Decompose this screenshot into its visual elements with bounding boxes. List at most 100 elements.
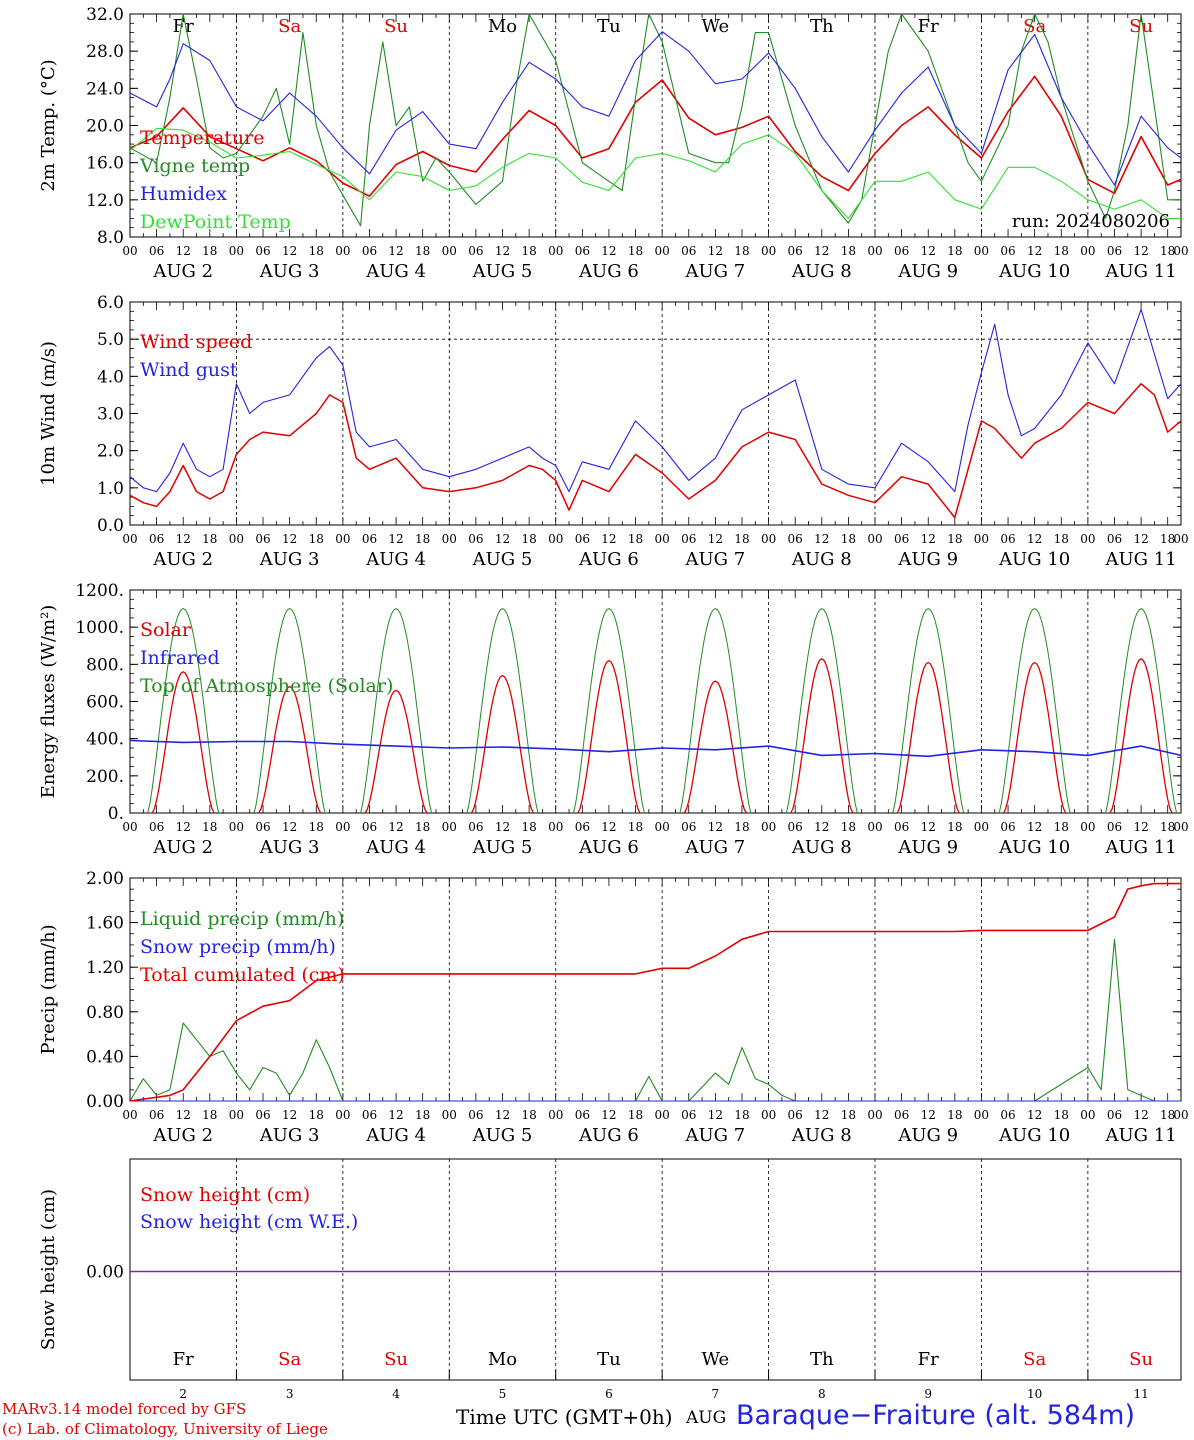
x-tick-label: 06 <box>681 532 696 546</box>
x-tick-label: 12 <box>921 1108 936 1122</box>
day-label: AUG 4 <box>365 1125 426 1146</box>
day-label: AUG 4 <box>365 261 426 282</box>
x-tick-label: 00 <box>1173 1108 1188 1122</box>
weekday-label: We <box>702 16 730 37</box>
x-tick-label: 06 <box>149 532 164 546</box>
x-tick-label: 18 <box>947 532 962 546</box>
x-tick-label: 06 <box>255 532 270 546</box>
x-tick-label: 18 <box>734 1108 749 1122</box>
x-tick-label: 00 <box>761 244 776 258</box>
toa-solar-curve <box>573 608 645 814</box>
y-axis-label: Energy fluxes (W/m²) <box>38 605 59 799</box>
x-tick-label: 00 <box>229 532 244 546</box>
x-tick-label: 18 <box>202 244 217 258</box>
x-tick-label: 12 <box>814 820 829 834</box>
x-tick-label: 06 <box>362 820 377 834</box>
toa-solar-curve <box>147 608 220 814</box>
x-tick-label: 18 <box>947 820 962 834</box>
solar-curve <box>683 680 747 814</box>
weekday-label: Su <box>384 1349 408 1370</box>
solar-curve <box>1109 658 1173 814</box>
y-tick-label: 1.60 <box>86 914 124 934</box>
day-label: AUG 11 <box>1104 549 1176 570</box>
x-tick-label: 18 <box>1160 244 1175 258</box>
x-tick-label: 06 <box>894 1108 909 1122</box>
x-tick-label: 18 <box>202 532 217 546</box>
y-tick-label: 5.0 <box>97 330 124 350</box>
weekday-label: Fr <box>918 1349 939 1370</box>
day-label: AUG 6 <box>578 261 639 282</box>
series-line-wind-gust <box>129 308 1182 493</box>
day-label: AUG 3 <box>259 837 320 858</box>
day-label: AUG 11 <box>1104 1125 1176 1146</box>
x-tick-label: 12 <box>601 820 616 834</box>
x-tick-label: 18 <box>309 244 324 258</box>
month-label: AUG <box>686 1408 727 1428</box>
y-tick-label: 6.0 <box>97 293 124 313</box>
x-tick-label: 12 <box>708 532 723 546</box>
x-tick-label: 12 <box>814 532 829 546</box>
x-tick-label: 00 <box>655 532 670 546</box>
weekday-label: Tu <box>597 16 621 37</box>
solar-curve <box>896 661 960 814</box>
day-label: AUG 5 <box>472 837 533 858</box>
x-tick-label: 18 <box>734 532 749 546</box>
x-tick-label: 12 <box>921 820 936 834</box>
y-tick-label: 16.0 <box>86 154 124 174</box>
x-tick-label: 00 <box>761 820 776 834</box>
y-tick-label: 1000. <box>75 618 124 638</box>
x-tick-label: 00 <box>1080 1108 1095 1122</box>
y-tick-label: 8.0 <box>97 228 124 248</box>
y-tick-label: 28.0 <box>86 42 124 62</box>
weekday-label: We <box>702 1349 730 1370</box>
panel-frame <box>129 1158 1182 1381</box>
x-tick-label: 00 <box>974 820 989 834</box>
x-tick-label: 06 <box>255 1108 270 1122</box>
legend-entry: DewPoint Temp <box>140 211 291 233</box>
day-label: AUG 9 <box>897 549 958 570</box>
day-label: AUG 5 <box>472 549 533 570</box>
day-label: AUG 11 <box>1104 261 1176 282</box>
x-tick-label: 12 <box>1133 820 1148 834</box>
day-label: AUG 5 <box>472 1125 533 1146</box>
x-tick-label: 06 <box>788 1108 803 1122</box>
y-tick-label: 200. <box>86 767 124 787</box>
x-tick-label: 12 <box>708 820 723 834</box>
day-number: 10 <box>1027 1387 1042 1401</box>
weekday-label: Mo <box>488 1349 517 1370</box>
x-tick-label: 18 <box>202 1108 217 1122</box>
x-tick-label: 18 <box>309 532 324 546</box>
day-label: AUG 10 <box>998 261 1070 282</box>
solar-curve <box>1003 661 1067 814</box>
x-tick-label: 12 <box>282 820 297 834</box>
x-tick-label: 00 <box>974 244 989 258</box>
x-tick-label: 00 <box>761 1108 776 1122</box>
x-tick-label: 18 <box>1160 820 1175 834</box>
toa-solar-curve <box>360 608 433 814</box>
day-number: 4 <box>392 1387 400 1401</box>
x-tick-label: 12 <box>1027 1108 1042 1122</box>
day-label: AUG 2 <box>152 1125 213 1146</box>
y-tick-label: 2.0 <box>97 442 124 462</box>
x-tick-label: 06 <box>1000 532 1015 546</box>
x-tick-label: 06 <box>1000 244 1015 258</box>
x-tick-label: 12 <box>495 1108 510 1122</box>
x-tick-label: 00 <box>867 1108 882 1122</box>
x-tick-label: 00 <box>335 1108 350 1122</box>
y-tick-label: 1200. <box>75 581 124 601</box>
x-tick-label: 06 <box>149 1108 164 1122</box>
x-tick-label: 12 <box>176 820 191 834</box>
x-tick-label: 00 <box>761 532 776 546</box>
x-tick-label: 18 <box>521 532 536 546</box>
y-tick-label: 0. <box>108 804 124 824</box>
weekday-label: Fr <box>173 1349 194 1370</box>
day-label: AUG 6 <box>578 1125 639 1146</box>
y-tick-label: 3.0 <box>97 405 124 425</box>
x-tick-label: 06 <box>1107 820 1122 834</box>
day-label: AUG 7 <box>684 549 745 570</box>
x-tick-label: 00 <box>122 820 137 834</box>
x-tick-label: 06 <box>894 532 909 546</box>
x-tick-label: 12 <box>388 820 403 834</box>
x-tick-label: 00 <box>335 244 350 258</box>
x-tick-label: 18 <box>841 244 856 258</box>
